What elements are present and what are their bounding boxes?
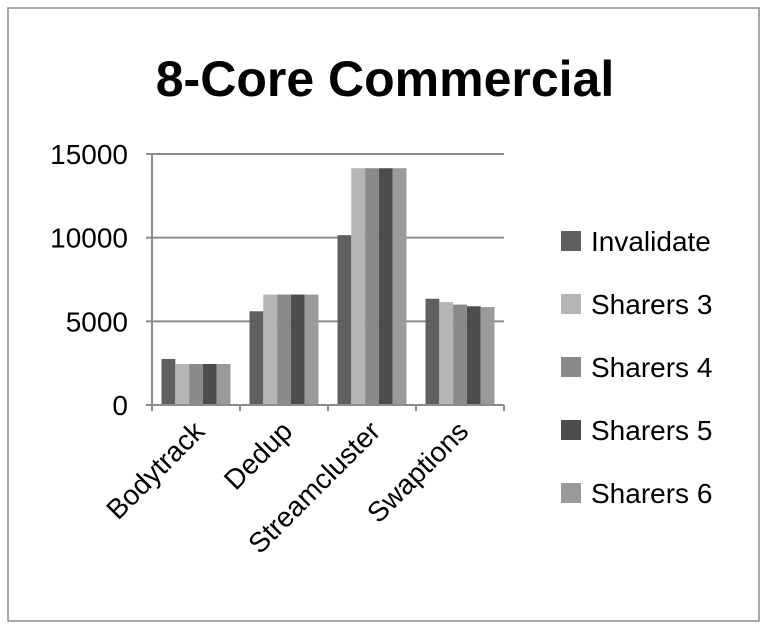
bar [216, 364, 231, 405]
bar [189, 364, 203, 405]
legend-label: Invalidate [591, 226, 711, 257]
legend-label: Sharers 6 [591, 478, 712, 509]
chart-title: 8-Core Commercial [156, 51, 615, 107]
bar [378, 168, 393, 405]
bar [161, 358, 176, 405]
bar [480, 307, 495, 405]
bar [439, 302, 454, 405]
bar [453, 304, 467, 405]
bar [175, 364, 190, 405]
bar [425, 298, 440, 405]
bar [351, 168, 366, 405]
bar [263, 294, 278, 405]
legend-swatch [561, 294, 581, 314]
y-tick-label: 10000 [50, 223, 128, 254]
legend-label: Sharers 4 [591, 352, 712, 383]
legend-swatch [561, 357, 581, 377]
bar [392, 168, 407, 405]
legend-swatch [561, 231, 581, 251]
y-axis-ticks: 0 5000 10000 15000 [50, 139, 152, 421]
legend-swatch [561, 420, 581, 440]
bar [466, 306, 481, 405]
bar [304, 294, 319, 405]
y-tick-label: 0 [112, 390, 128, 421]
legend-swatch [561, 483, 581, 503]
bars [161, 168, 495, 405]
y-tick-label: 5000 [66, 306, 128, 337]
axes [151, 154, 505, 411]
bar [277, 294, 291, 405]
legend-label: Sharers 5 [591, 415, 712, 446]
bar [290, 294, 305, 405]
bar [249, 311, 264, 405]
y-tick-label: 15000 [50, 139, 128, 170]
bar [365, 168, 379, 405]
bar [202, 364, 217, 405]
bar [337, 235, 352, 405]
legend: Invalidate Sharers 3 Sharers 4 Sharers 5 Sha… [561, 226, 712, 509]
legend-label: Sharers 3 [591, 289, 712, 320]
